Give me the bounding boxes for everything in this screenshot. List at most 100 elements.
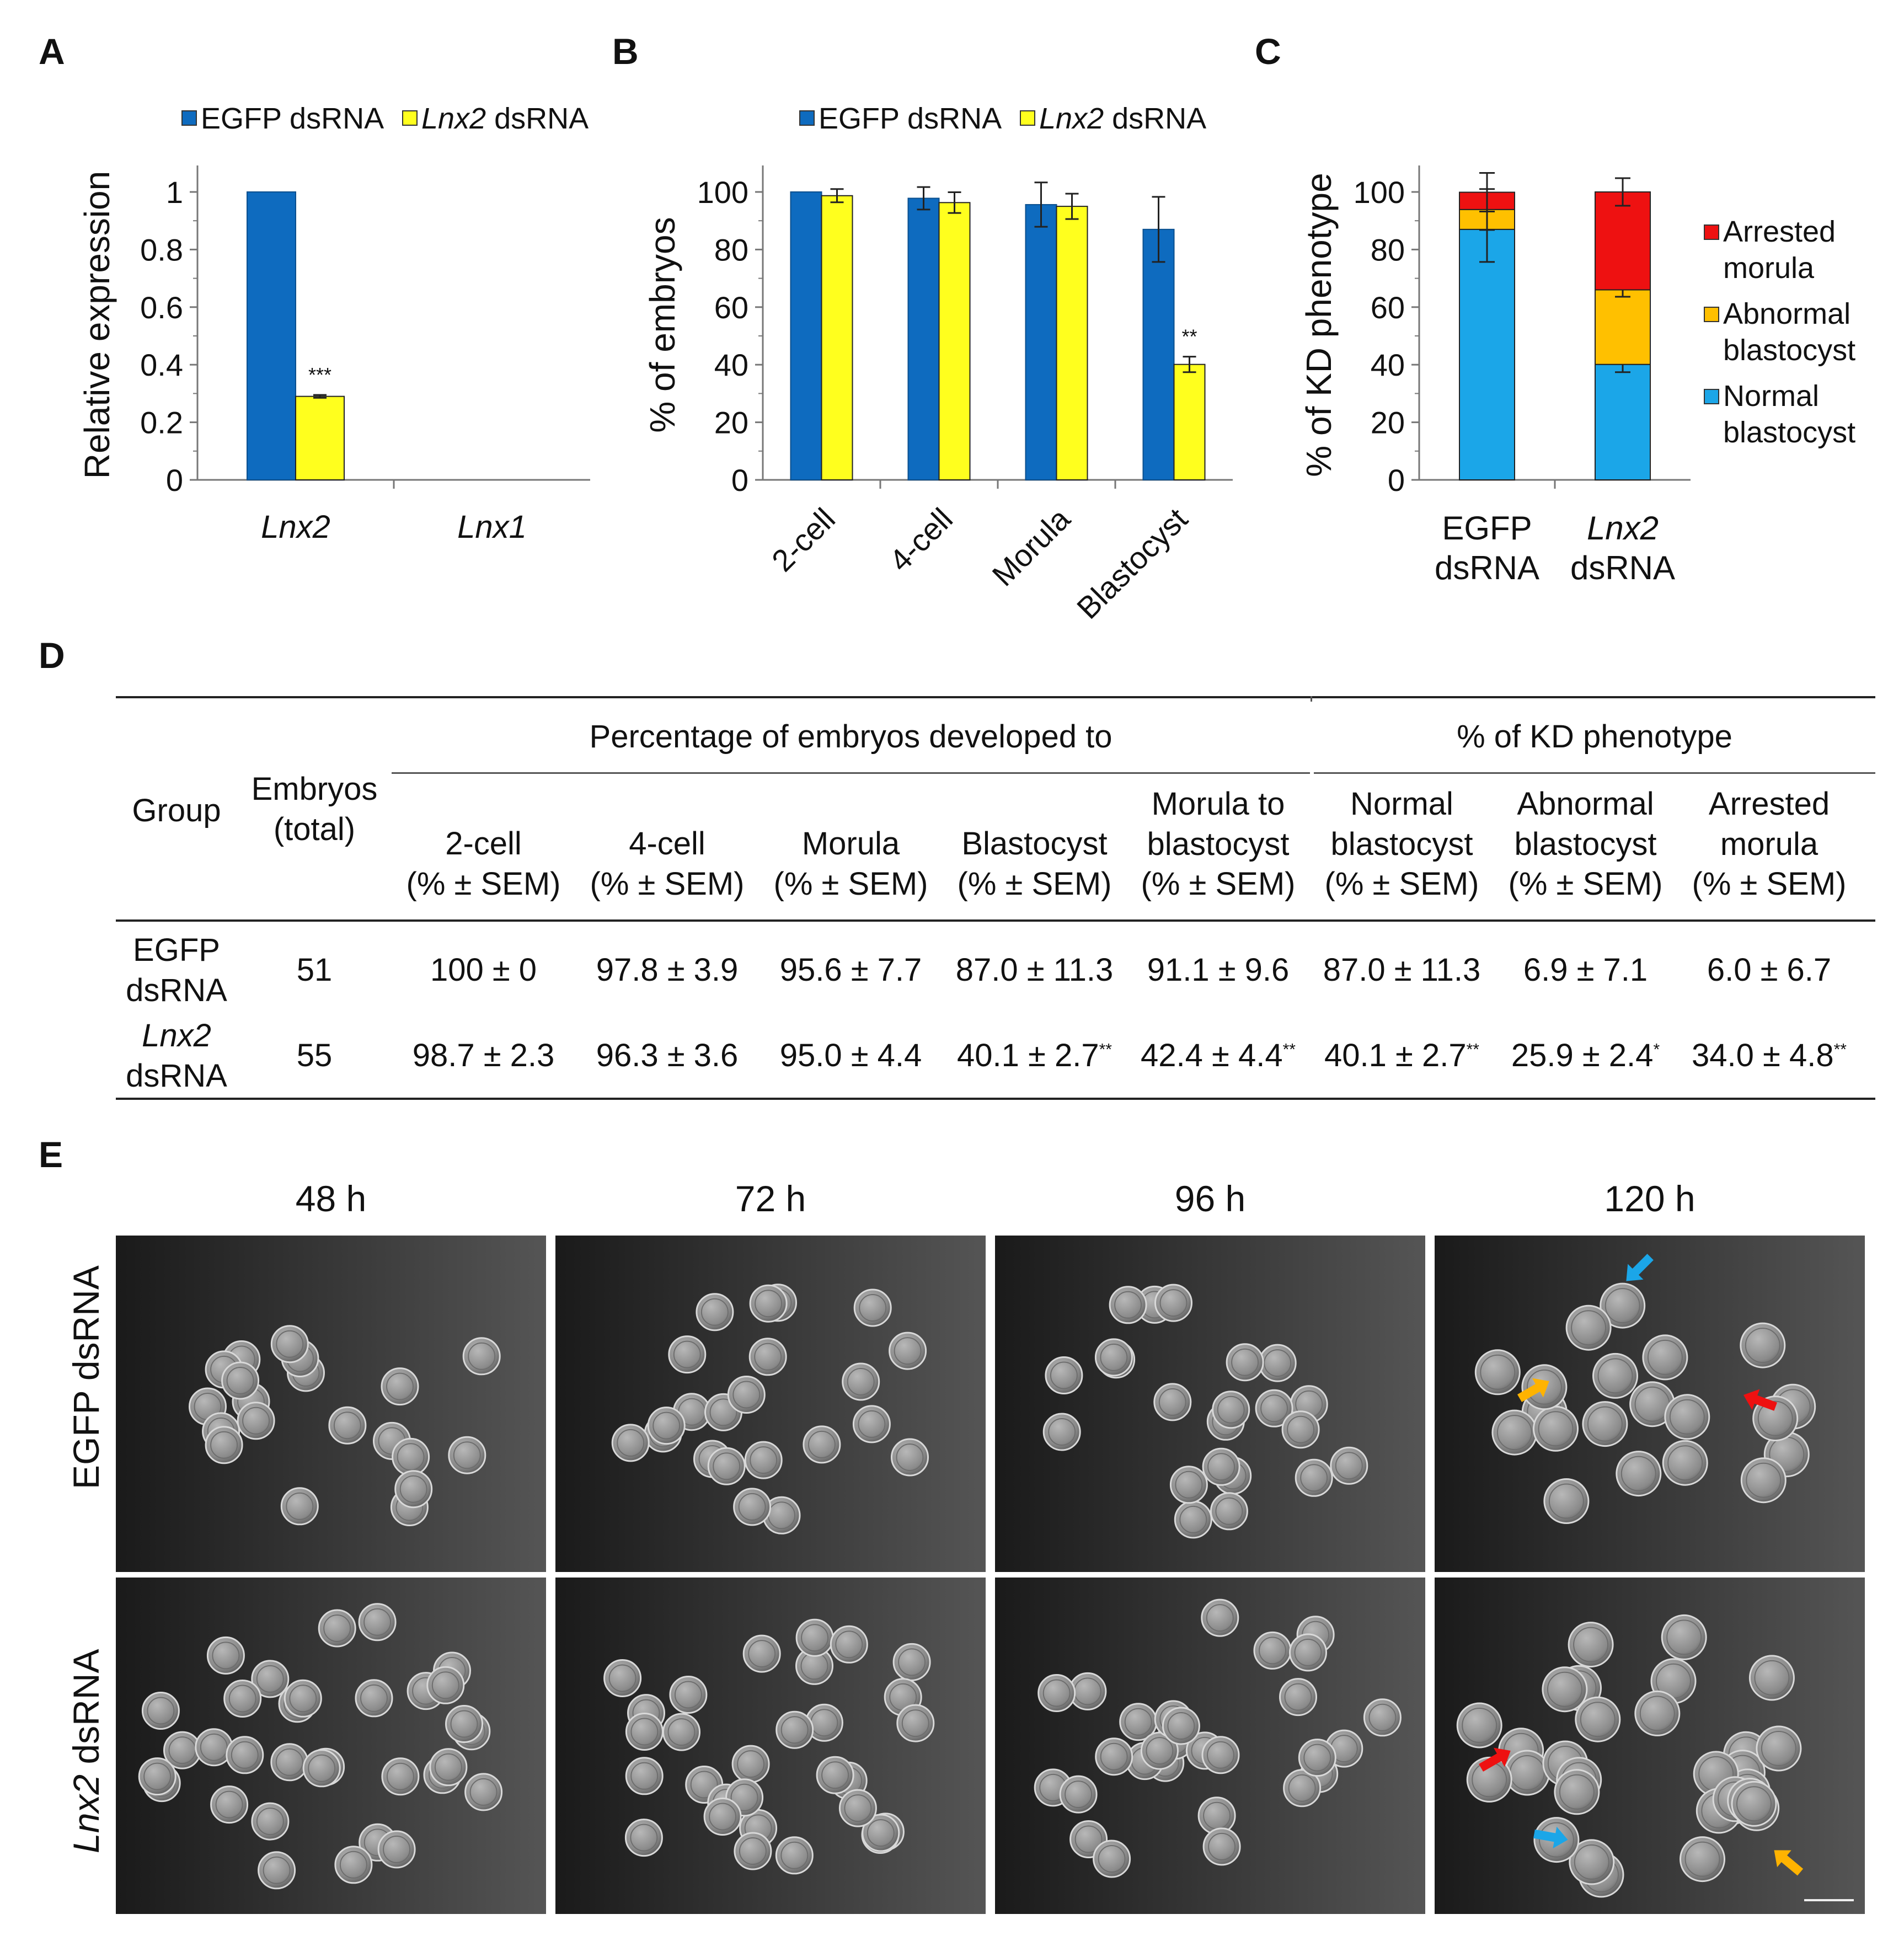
y-axis-label-a: Relative expression — [77, 171, 117, 479]
embryo — [1616, 1451, 1662, 1497]
x-tick-label-c: dsRNA — [1570, 549, 1675, 586]
arrow-shape — [1743, 1389, 1777, 1411]
legend-label-a: Lnx2 dsRNA — [421, 102, 589, 135]
embryo — [1634, 1690, 1681, 1736]
table-rule-top — [116, 696, 1875, 698]
arrow-shape — [1774, 1850, 1804, 1876]
embryo-inner — [228, 1685, 256, 1713]
micrograph-image — [995, 1578, 1425, 1914]
x-tick-label-b: Blastocyst — [1070, 501, 1194, 623]
embryo-inner — [1580, 1702, 1616, 1737]
embryo-inner — [1547, 1671, 1582, 1707]
legend-label-a: EGFP dsRNA — [201, 102, 384, 135]
embryo-inner — [1048, 1418, 1076, 1446]
column-header-line: Abnormal — [1517, 786, 1654, 822]
embryo-inner — [215, 1790, 243, 1819]
embryo-inner — [256, 1665, 284, 1693]
x-tick-label-c: EGFP — [1442, 510, 1532, 547]
column-header: Arrested morula (% ± SEM) — [1677, 784, 1861, 905]
embryo-inner — [469, 1778, 498, 1806]
bar-b — [1173, 363, 1206, 480]
micrograph-background — [116, 1236, 546, 1572]
table-cell-value: 40.1 ± 2.7 — [1324, 1038, 1467, 1073]
embryo-inner — [835, 1630, 863, 1659]
embryo-inner — [673, 1340, 701, 1368]
embryo — [1592, 1352, 1638, 1399]
micrograph — [995, 1236, 1425, 1572]
table-cell-value: 95.0 ± 4.4 — [779, 1038, 922, 1073]
embryo — [1569, 1839, 1615, 1885]
table-cell-value: 100 ± 0 — [430, 952, 537, 988]
table-cell: 97.8 ± 3.9 — [575, 950, 759, 991]
embryo-inner — [256, 1808, 284, 1836]
table-cell-value: 97.8 ± 3.9 — [596, 952, 739, 988]
x-tick-label-c: Lnx2 — [1587, 510, 1659, 547]
embryo-inner — [1146, 1737, 1174, 1765]
embryo-inner — [1573, 1627, 1609, 1662]
embryo-inner — [1074, 1825, 1103, 1853]
legend-swatch-b — [1020, 110, 1035, 126]
embryo-inner — [608, 1664, 637, 1692]
legend-label-c: Arrested — [1723, 215, 1836, 248]
embryo-inner — [323, 1614, 351, 1642]
embryo-inner — [1208, 1832, 1236, 1860]
table-cell: 96.3 ± 3.6 — [575, 1036, 759, 1076]
column-header-line: (% ± SEM) — [1324, 866, 1479, 902]
embryo-inner — [1284, 1683, 1312, 1711]
table-cell-value: 96.3 ± 3.6 — [596, 1038, 739, 1073]
y-tick-label-a: 0.4 — [140, 347, 183, 382]
y-tick-label-a: 1 — [166, 175, 183, 210]
legend-swatch-c — [1704, 307, 1719, 322]
embryo-inner — [1207, 1453, 1236, 1481]
embryo-inner — [1294, 1638, 1322, 1666]
embryo-inner — [289, 1685, 317, 1713]
embryo — [1661, 1614, 1707, 1660]
table-rule-header — [116, 919, 1875, 922]
embryo-inner — [730, 1783, 758, 1811]
embryo-inner — [1100, 1343, 1128, 1371]
embryo-inner — [667, 1718, 696, 1746]
embryo — [1542, 1666, 1588, 1713]
y-tick-label-b: 0 — [731, 463, 748, 498]
micrograph-image — [116, 1236, 546, 1572]
micrograph-image — [116, 1578, 546, 1914]
table-cell: 42.4 ± 4.4** — [1126, 1036, 1310, 1076]
embryo-inner — [1526, 1369, 1562, 1405]
embryo-inner — [1100, 1742, 1128, 1771]
embryo-inner — [1605, 1288, 1640, 1324]
embryo-inner — [653, 1411, 681, 1440]
time-label: 48 h — [295, 1178, 367, 1219]
y-tick-label-a: 0.6 — [140, 290, 183, 325]
legend-label-c: blastocyst — [1723, 334, 1855, 367]
embryo-inner — [1757, 1400, 1793, 1436]
significance-marker: ** — [1833, 1040, 1847, 1059]
table-cell: 25.9 ± 2.4* — [1494, 1036, 1677, 1076]
group-label-line: EGFP — [133, 932, 220, 968]
table-rule-span-dev — [392, 772, 1310, 774]
embryo-inner — [231, 1741, 259, 1769]
table-cell-value: 87.0 ± 11.3 — [955, 952, 1114, 988]
embryo — [1554, 1769, 1600, 1815]
embryo-inner — [468, 1342, 496, 1370]
y-tick-label-c: 0 — [1388, 463, 1405, 498]
embryo-inner — [143, 1762, 172, 1790]
table-cell: 6.9 ± 7.1 — [1494, 950, 1677, 991]
column-header-line: blastocyst — [1147, 826, 1290, 862]
micrograph-image — [995, 1236, 1425, 1572]
embryo-inner — [212, 1641, 240, 1670]
x-tick-label-c: dsRNA — [1435, 549, 1539, 586]
embryo-inner — [1496, 1415, 1532, 1451]
annotation-arrow — [1517, 1378, 1549, 1402]
table-cell-value: 25.9 ± 2.4 — [1511, 1038, 1654, 1073]
embryo-inner — [360, 1684, 388, 1712]
legend-label-c: blastocyst — [1723, 416, 1855, 449]
table-cell-value: 87.0 ± 11.3 — [1323, 952, 1481, 988]
table-cell: 87.0 ± 11.3 — [943, 950, 1126, 991]
embryo-inner — [1287, 1415, 1315, 1443]
micrograph — [116, 1578, 546, 1914]
embryo-inner — [1300, 1464, 1328, 1492]
embryo — [1731, 1780, 1777, 1827]
embryo-inner — [263, 1856, 291, 1884]
table-cell-value: 34.0 ± 4.8 — [1692, 1038, 1834, 1073]
embryo — [1664, 1394, 1710, 1440]
